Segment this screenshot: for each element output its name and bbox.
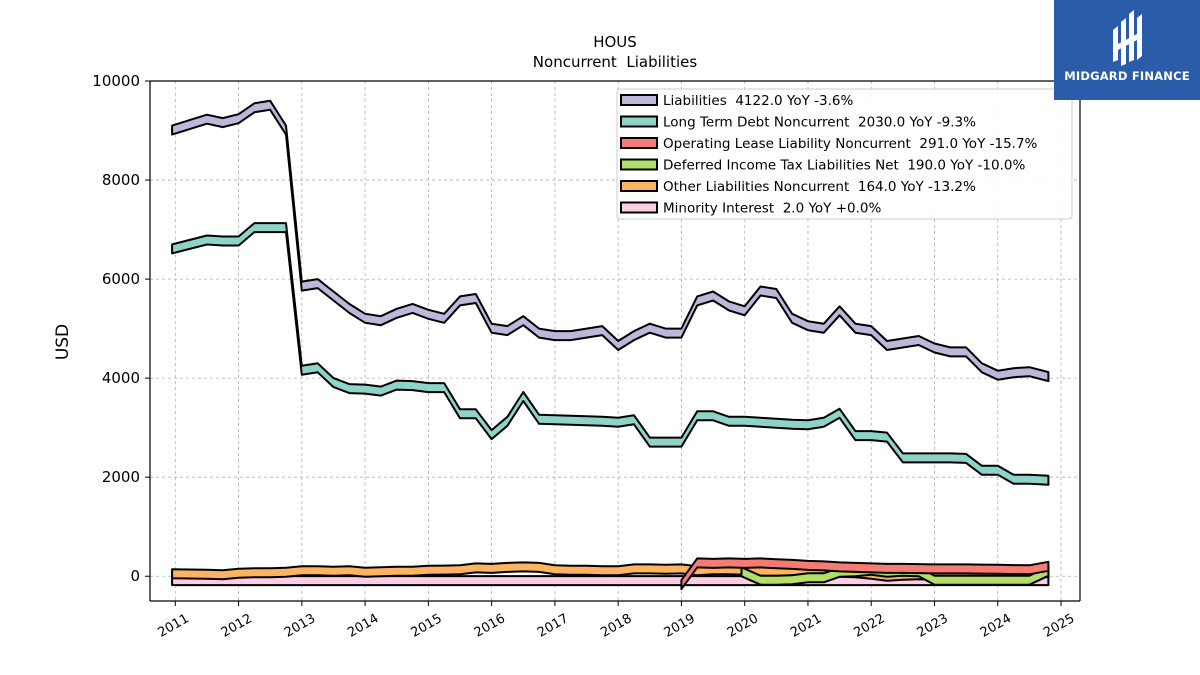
legend-swatch-5 xyxy=(620,201,658,214)
series-band-liabilities xyxy=(171,99,1050,383)
legend-label-1: Long Term Debt Noncurrent 2030.0 YoY -9.… xyxy=(663,115,976,131)
y-axis-label: USD xyxy=(53,324,73,360)
x-tick-label-2021: 2021 xyxy=(788,611,824,641)
series-band-long-term-debt-noncurrent xyxy=(171,222,1050,486)
brand-logo: MIDGARD FINANCE xyxy=(1054,0,1200,100)
legend-label-3: Deferred Income Tax Liabilities Net 190.… xyxy=(663,158,1025,174)
legend-label-0: Liabilities 4122.0 YoY -3.6% xyxy=(663,93,853,109)
midgard-logo-icon xyxy=(1113,10,1142,66)
axes xyxy=(145,80,1081,606)
y-tick-label-4000: 4000 xyxy=(102,369,140,387)
y-tick-label-0: 0 xyxy=(130,567,140,585)
y-tick-label-2000: 2000 xyxy=(102,468,140,486)
chart-subtitle: Noncurrent Liabilities xyxy=(533,53,698,71)
legend-label-4: Other Liabilities Noncurrent 164.0 YoY -… xyxy=(663,179,976,195)
legend-swatch-0 xyxy=(620,94,658,106)
x-tick-label-2018: 2018 xyxy=(598,611,634,641)
x-tick-label-2025: 2025 xyxy=(1041,611,1077,641)
x-tick-label-2015: 2015 xyxy=(409,611,445,641)
brand-name: MIDGARD FINANCE xyxy=(1064,69,1190,83)
x-tick-label-2019: 2019 xyxy=(662,611,698,641)
x-tick-label-2011: 2011 xyxy=(155,611,191,641)
legend-swatch-3 xyxy=(620,158,658,171)
x-tick-label-2016: 2016 xyxy=(472,611,508,641)
x-tick-label-2022: 2022 xyxy=(851,611,887,641)
x-tick-label-2023: 2023 xyxy=(915,611,951,641)
series-band-operating-lease-liability-noncurrent xyxy=(680,557,1050,591)
y-tick-label-10000: 10000 xyxy=(92,72,140,90)
y-tick-label-6000: 6000 xyxy=(102,270,140,288)
legend-label-5: Minority Interest 2.0 YoY +0.0% xyxy=(663,201,881,217)
legend-label-2: Operating Lease Liability Noncurrent 291… xyxy=(663,136,1038,152)
x-tick-label-2017: 2017 xyxy=(535,611,571,641)
legend-swatch-2 xyxy=(620,137,658,149)
y-tick-label-8000: 8000 xyxy=(102,171,140,189)
x-tick-label-2014: 2014 xyxy=(345,611,381,641)
stacked-areas xyxy=(171,99,1050,591)
chart-title: HOUS xyxy=(593,33,637,51)
x-tick-label-2012: 2012 xyxy=(219,611,255,641)
x-tick-label-2024: 2024 xyxy=(978,611,1014,641)
legend: Liabilities 4122.0 YoY -3.6% Long Term De… xyxy=(616,88,1073,220)
legend-swatch-4 xyxy=(620,180,658,192)
x-tick-label-2020: 2020 xyxy=(725,611,761,641)
x-tick-label-2013: 2013 xyxy=(282,611,318,641)
legend-swatch-1 xyxy=(620,115,658,128)
legend-box xyxy=(616,88,1073,220)
